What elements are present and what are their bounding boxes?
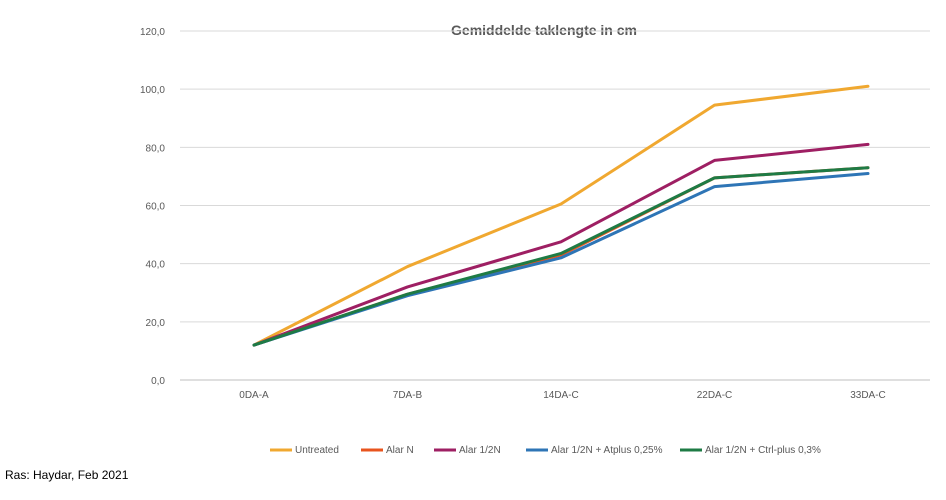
legend: Untreated Alar N Alar 1/2N Alar 1/2N + Atpl… (270, 445, 821, 456)
y-tick-label: 0,0 (151, 376, 165, 387)
y-tick-label: 100,0 (140, 85, 165, 96)
legend-label: Alar N (386, 445, 414, 456)
series-line-3 (252, 172, 870, 347)
y-axis-ticks: 0,0 20,0 40,0 60,0 80,0 100,0 120,0 (140, 27, 165, 387)
legend-label: Untreated (295, 445, 339, 456)
y-tick-label: 80,0 (146, 143, 166, 154)
x-tick-label: 22DA-C (697, 390, 733, 401)
series-line-0 (252, 84, 870, 347)
legend-label: Alar 1/2N (459, 445, 501, 456)
x-tick-label: 14DA-C (543, 390, 579, 401)
series-line-2 (252, 142, 870, 347)
gridlines (180, 30, 930, 381)
series-lines (252, 84, 870, 347)
y-tick-label: 120,0 (140, 27, 165, 38)
x-tick-label: 33DA-C (850, 390, 886, 401)
y-tick-label: 20,0 (146, 318, 166, 329)
chart-title: Gemiddelde taklengte in cm (451, 22, 637, 38)
y-tick-label: 60,0 (146, 202, 166, 213)
y-tick-label: 40,0 (146, 260, 166, 271)
series-line-4 (252, 166, 870, 347)
legend-label: Alar 1/2N + Atplus 0,25% (551, 445, 663, 456)
caption: Ras: Haydar, Feb 2021 (5, 468, 129, 482)
legend-label: Alar 1/2N + Ctrl-plus 0,3% (705, 445, 821, 456)
x-axis-ticks: 0DA-A 7DA-B 14DA-C 22DA-C 33DA-C (239, 390, 886, 401)
x-tick-label: 0DA-A (239, 390, 269, 401)
x-tick-label: 7DA-B (393, 390, 423, 401)
